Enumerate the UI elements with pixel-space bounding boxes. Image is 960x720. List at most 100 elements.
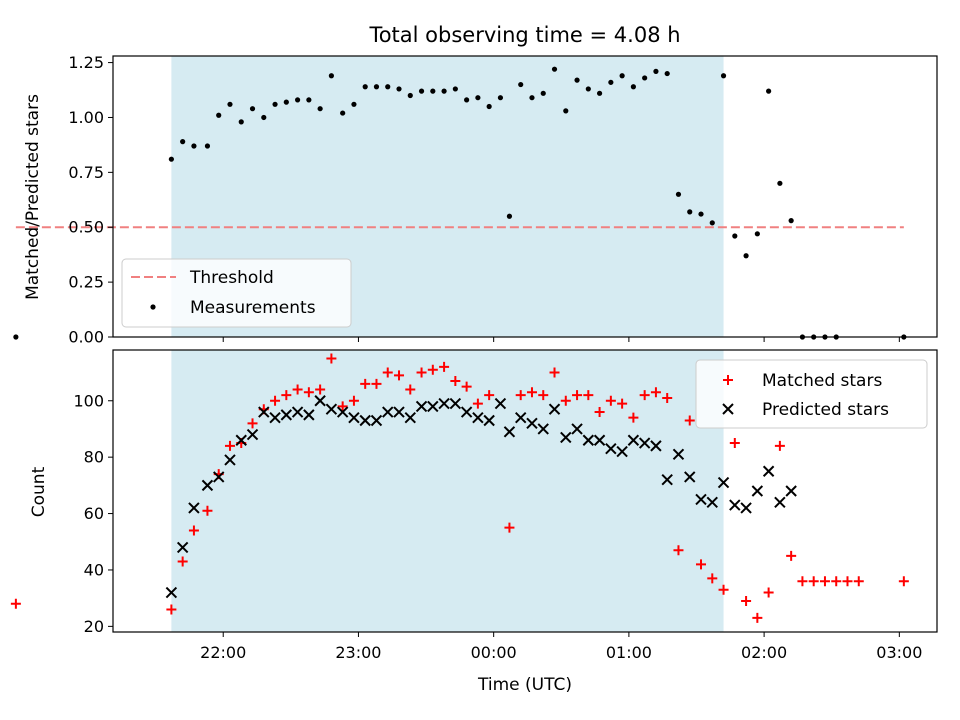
matched-star-point: [560, 395, 571, 406]
measurement-point: [766, 88, 772, 94]
measurement-point: [418, 88, 425, 94]
ratio-panel: 0.00 0.25 0.50 0.75 1.00 1.25 Threshold Measure…: [13, 53, 938, 347]
predicted-star-point: [526, 417, 538, 430]
measurement-point: [630, 84, 636, 90]
measurement-point: [732, 233, 738, 239]
predicted-star-point: [661, 474, 673, 486]
measurement-point: [709, 220, 715, 226]
measurement-point: [777, 180, 783, 186]
matched-star-point: [898, 576, 909, 587]
measurement-point: [551, 66, 558, 72]
legend-matched-swatch: [723, 375, 733, 385]
predicted-star-point: [503, 426, 516, 438]
predicted-star-point: [188, 502, 200, 514]
measurement-point: [227, 101, 233, 107]
predicted-star-point: [537, 423, 549, 435]
measurement-point: [441, 88, 447, 94]
matched-star-point: [808, 576, 819, 587]
matched-star-point: [819, 576, 830, 587]
predicted-star-point: [176, 541, 189, 554]
predicted-star-point: [201, 479, 214, 492]
measurement-point: [216, 112, 222, 118]
predicted-star-point: [627, 434, 640, 446]
matched-star-point: [10, 598, 21, 609]
ratio-y-tick-label: 0.25: [68, 273, 104, 292]
predicted-star-point: [571, 423, 583, 435]
measurement-point: [619, 73, 625, 79]
matched-star-point: [224, 440, 235, 451]
predicted-star-point: [740, 502, 752, 514]
predicted-star-point: [729, 499, 741, 511]
ratio-y-tick-label: 0.00: [68, 328, 104, 347]
predicted-star-point: [415, 400, 428, 413]
matched-star-point: [639, 390, 650, 401]
matched-star-point: [427, 364, 438, 375]
predicted-star-point: [258, 406, 270, 418]
matched-star-point: [549, 367, 560, 378]
predicted-star-point: [246, 428, 259, 441]
matched-star-point: [247, 418, 258, 429]
measurement-point: [396, 86, 402, 92]
legend-predicted-swatch: [722, 403, 734, 415]
measurement-point: [407, 92, 413, 99]
predicted-star-point: [582, 434, 595, 446]
measurement-point: [518, 81, 524, 88]
matched-star-point: [405, 384, 416, 395]
predicted-star-point: [348, 411, 360, 424]
measurement-point: [351, 101, 357, 107]
matched-star-point: [605, 395, 616, 406]
predicted-star-point: [303, 409, 315, 421]
figure-title: Total observing time = 4.08 h: [368, 23, 680, 47]
predicted-star-point: [483, 414, 495, 427]
predicted-star-point: [494, 397, 507, 410]
predicted-star-point: [460, 406, 473, 418]
matched-star-point: [515, 390, 526, 401]
predicted-star-point: [359, 414, 371, 427]
ratio-y-tick-label: 0.75: [68, 163, 104, 182]
predicted-star-point: [695, 493, 707, 506]
predicted-star-point: [593, 434, 606, 446]
measurement-point: [362, 84, 368, 90]
predicted-star-point: [382, 406, 394, 418]
matched-star-point: [673, 545, 684, 556]
count-y-tick-label: 100: [73, 391, 104, 410]
predicted-star-point: [672, 448, 685, 461]
predicted-star-point: [314, 395, 326, 407]
predicted-star-point: [560, 431, 572, 444]
x-tick-label: 00:00: [471, 643, 517, 662]
predicted-star-point: [751, 485, 764, 497]
measurement-point: [743, 253, 749, 259]
matched-star-point: [177, 556, 188, 567]
legend-measurements-label: Measurements: [190, 298, 316, 318]
measurement-point: [168, 156, 174, 162]
predicted-star-point: [224, 454, 236, 466]
predicted-star-point: [684, 471, 696, 483]
x-tick-label: 23:00: [335, 643, 381, 662]
count-y-tick-label: 60: [84, 504, 104, 523]
ratio-y-tick-label: 1.25: [68, 53, 104, 72]
measurement-point: [497, 95, 504, 101]
measurement-point: [687, 209, 693, 215]
predicted-star-point: [235, 434, 247, 446]
measurement-point: [204, 143, 211, 149]
matched-star-point: [538, 390, 549, 401]
predicted-star-point: [269, 411, 281, 424]
predicted-star-point: [785, 485, 797, 497]
measurement-point: [306, 97, 312, 103]
matched-star-point: [617, 398, 628, 409]
matched-star-point: [166, 604, 177, 615]
matched-star-point: [303, 387, 314, 398]
matched-star-point: [416, 367, 427, 378]
x-tick-label: 22:00: [200, 643, 246, 662]
matched-star-point: [797, 576, 808, 587]
matched-star-point: [461, 381, 472, 392]
predicted-star-point: [472, 411, 484, 424]
measurement-point: [642, 75, 648, 81]
matched-star-point: [729, 438, 740, 449]
ratio-series-1: [13, 66, 907, 340]
measurement-point: [430, 88, 436, 94]
count-y-tick-label: 20: [84, 617, 104, 636]
matched-star-point: [450, 376, 461, 387]
predicted-star-point: [370, 414, 383, 427]
measurement-point: [596, 90, 603, 96]
